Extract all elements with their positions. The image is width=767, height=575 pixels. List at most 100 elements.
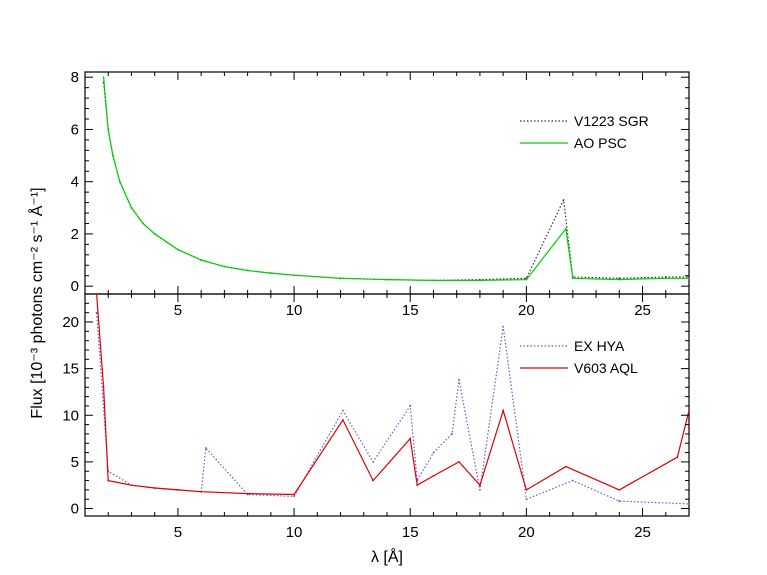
data-point-ao-psc-22 — [664, 277, 667, 280]
x-tick-label-top-10: 10 — [286, 302, 303, 319]
top-panel-frame — [84, 71, 690, 295]
data-point-v603-aql-21 — [688, 409, 689, 412]
data-point-v603-aql-20 — [676, 456, 679, 459]
legend-label-v603: V603 AQL — [574, 360, 638, 376]
data-point-ao-psc-19 — [564, 227, 567, 230]
data-point-v603-aql-12 — [416, 484, 419, 487]
data-point-ao-psc-9 — [200, 259, 203, 261]
data-point-v603-aql-16 — [502, 409, 505, 412]
x-tick-label-bottom-10: 10 — [286, 524, 303, 541]
data-point-v603-aql-6 — [200, 490, 203, 493]
data-point-ao-psc-6 — [153, 233, 156, 235]
data-point-v603-aql-9 — [341, 419, 344, 421]
data-point-ao-psc-15 — [386, 278, 388, 281]
bottom-legend: EX HYA V603 AQL — [520, 338, 638, 376]
x-tick-label-top-25: 25 — [634, 302, 651, 319]
data-point-ex-hya-19 — [571, 479, 574, 482]
y-tick-label-bottom-15: 15 — [62, 361, 79, 378]
data-point-ao-psc-10 — [223, 265, 226, 268]
data-point-v603-aql-8 — [293, 493, 295, 496]
data-point-ao-psc-23 — [688, 277, 689, 280]
top-panel-plot-area — [102, 76, 689, 282]
data-point-v603-aql-15 — [479, 484, 481, 487]
data-point-ao-psc-16 — [432, 279, 435, 282]
data-point-ex-hya-6 — [204, 447, 207, 449]
data-point-v603-aql-7 — [246, 492, 249, 495]
data-point-ao-psc-8 — [177, 248, 179, 251]
data-point-v603-aql-0 — [95, 294, 98, 295]
data-point-ao-psc-18 — [525, 278, 528, 281]
data-point-ao-psc-17 — [479, 279, 481, 282]
top-legend: V1223 SGR AO PSC — [520, 113, 649, 151]
legend-label-v1223: V1223 SGR — [574, 113, 649, 129]
y-tick-label-bottom-20: 20 — [62, 314, 79, 331]
data-point-ao-psc-21 — [618, 278, 621, 281]
data-point-ao-psc-13 — [293, 274, 295, 277]
legend-label-ao-psc: AO PSC — [574, 135, 627, 151]
data-point-v1223-sgr-21 — [618, 277, 621, 280]
data-point-v603-aql-17 — [525, 488, 528, 491]
data-point-ao-psc-11 — [246, 269, 249, 272]
data-point-ex-hya-13 — [432, 451, 435, 454]
data-point-ex-hya-8 — [293, 495, 295, 498]
data-point-v603-aql-3 — [130, 484, 133, 487]
data-point-v603-aql-11 — [409, 437, 412, 440]
data-point-v603-aql-2 — [107, 479, 110, 482]
y-tick-label-top-0: 0 — [71, 278, 79, 295]
data-point-ao-psc-1 — [107, 128, 110, 131]
data-point-v603-aql-14 — [458, 460, 460, 463]
data-point-v603-aql-18 — [564, 465, 567, 468]
data-point-ao-psc-12 — [269, 272, 272, 275]
x-tick-label-top-20: 20 — [518, 302, 535, 319]
x-tick-label-bottom-20: 20 — [518, 524, 535, 541]
data-point-ex-hya-15 — [458, 378, 460, 381]
data-point-ao-psc-7 — [165, 240, 168, 243]
data-point-ao-psc-4 — [130, 206, 133, 209]
data-point-v603-aql-13 — [432, 474, 435, 477]
data-point-ex-hya-18 — [525, 498, 528, 501]
x-tick-label-top-5: 5 — [174, 302, 182, 319]
x-tick-label-bottom-15: 15 — [402, 524, 419, 541]
y-axis-title: Flux [10⁻³ photons cm⁻² s⁻¹ Å⁻¹] — [27, 187, 46, 418]
bottom-panel-plot-area — [95, 294, 689, 505]
bottom-panel-frame — [84, 293, 690, 517]
y-tick-label-bottom-10: 10 — [62, 407, 79, 424]
data-point-v603-aql-10 — [372, 479, 374, 482]
data-point-ex-hya-21 — [688, 502, 689, 505]
y-tick-label-bottom-5: 5 — [71, 454, 79, 471]
data-point-v603-aql-4 — [153, 487, 156, 489]
data-point-ao-psc-3 — [118, 180, 121, 183]
series-line-ao-psc — [103, 77, 689, 281]
data-point-ao-psc-2 — [111, 154, 114, 157]
data-point-ex-hya-17 — [502, 325, 505, 328]
legend-label-ex-hya: EX HYA — [574, 338, 625, 354]
data-point-ao-psc-20 — [571, 277, 574, 280]
y-tick-label-top-8: 8 — [71, 69, 79, 86]
data-point-ex-hya-16 — [479, 488, 481, 491]
y-tick-label-bottom-0: 0 — [71, 501, 79, 518]
data-point-v1223-sgr-22 — [664, 276, 667, 278]
data-point-ex-hya-20 — [618, 500, 621, 502]
y-tick-label-top-6: 6 — [71, 121, 79, 138]
data-point-ao-psc-14 — [339, 277, 342, 280]
series-line-v603-aql — [96, 294, 689, 496]
data-point-ex-hya-11 — [409, 405, 412, 407]
data-point-ex-hya-9 — [341, 409, 344, 412]
x-tick-label-bottom-25: 25 — [634, 524, 651, 541]
data-point-v603-aql-19 — [618, 488, 621, 491]
y-tick-label-top-4: 4 — [71, 174, 79, 191]
data-point-ex-hya-14 — [451, 433, 453, 435]
x-tick-label-bottom-5: 5 — [174, 524, 182, 541]
data-point-ao-psc-5 — [142, 222, 144, 225]
axis-ticks: 5 10 15 20 25 0 2 4 6 8 5 10 15 20 25 0 5 10 15 20 — [62, 69, 690, 541]
data-point-ex-hya-10 — [372, 460, 374, 463]
x-tick-label-top-15: 15 — [402, 302, 419, 319]
data-point-v1223-sgr-19 — [562, 199, 565, 201]
data-point-v603-aql-5 — [177, 488, 179, 491]
x-axis-title: λ [Å] — [371, 547, 403, 566]
y-tick-label-top-2: 2 — [71, 226, 79, 243]
data-point-ex-hya-0 — [95, 311, 98, 314]
data-point-ao-psc-0 — [102, 76, 105, 79]
data-point-v603-aql-1 — [102, 386, 105, 389]
